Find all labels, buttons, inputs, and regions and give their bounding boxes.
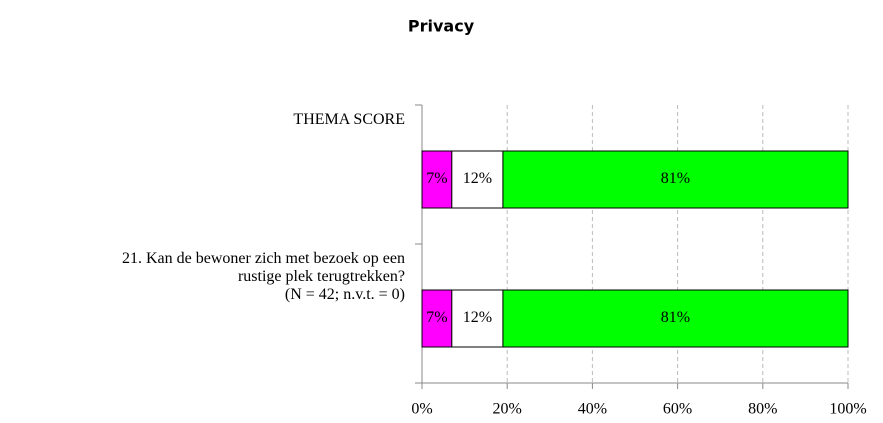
bar-segment (502, 289, 849, 348)
data-label: 12% (463, 170, 492, 187)
data-label: 81% (661, 170, 690, 187)
x-tick-label: 60% (663, 401, 692, 418)
bar-segment (502, 150, 849, 209)
data-label: 12% (463, 309, 492, 326)
chart-title: Privacy (408, 17, 475, 36)
bar-segment (421, 150, 453, 209)
data-label: 7% (426, 309, 447, 326)
x-tick-label: 40% (578, 401, 607, 418)
bar-segment (451, 150, 504, 209)
data-label: 7% (426, 170, 447, 187)
data-label: 81% (661, 309, 690, 326)
bar-segment (421, 289, 453, 348)
y-tick-label: THEMA SCORE (293, 111, 405, 128)
y-tick-label: 21. Kan de bewoner zich met bezoek op ee… (122, 250, 405, 303)
x-tick-label: 0% (411, 401, 432, 418)
x-tick-label: 100% (829, 401, 866, 418)
x-tick-label: 80% (748, 401, 777, 418)
x-tick-label: 20% (493, 401, 522, 418)
